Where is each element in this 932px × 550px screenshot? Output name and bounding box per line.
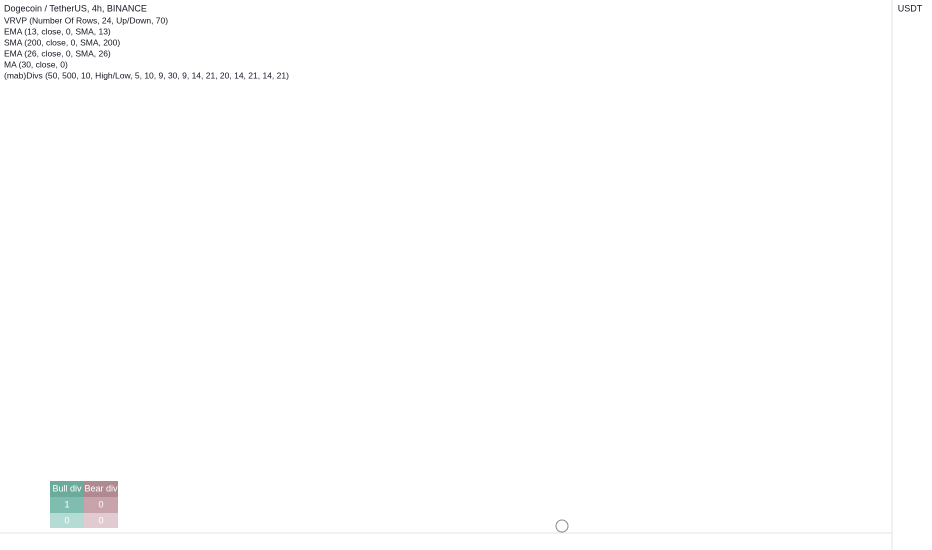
cell	[84, 513, 118, 528]
indicator: EMA (26, close, 0, SMA, 26)	[4, 48, 111, 58]
table-header: Bear div	[84, 483, 118, 493]
event-icon[interactable]	[555, 519, 569, 533]
table-cell: 1	[64, 499, 69, 509]
indicator: (mab)Divs (50, 500, 10, High/Low, 5, 10,…	[4, 70, 289, 80]
indicator: VRVP (Number Of Rows, 24, Up/Down, 70)	[4, 15, 168, 25]
cell	[50, 513, 84, 528]
cell	[84, 497, 118, 513]
currency: USDT	[898, 3, 923, 13]
price-axis-bg	[892, 0, 932, 550]
table-cell: 0	[64, 515, 69, 525]
indicator: EMA (13, close, 0, SMA, 13)	[4, 26, 111, 36]
cell	[84, 481, 118, 497]
indicator: MA (30, close, 0)	[4, 59, 68, 69]
chart-title: Dogecoin / TetherUS, 4h, BINANCE	[4, 3, 147, 13]
table-cell: 0	[98, 499, 103, 509]
table-cell: 0	[98, 515, 103, 525]
table-header: Bull div	[52, 483, 82, 493]
div-table: Bull div Bear div 1 0 0 0	[50, 481, 118, 528]
indicator: SMA (200, close, 0, SMA, 200)	[4, 37, 120, 47]
cell	[50, 497, 84, 513]
cell	[50, 481, 84, 497]
